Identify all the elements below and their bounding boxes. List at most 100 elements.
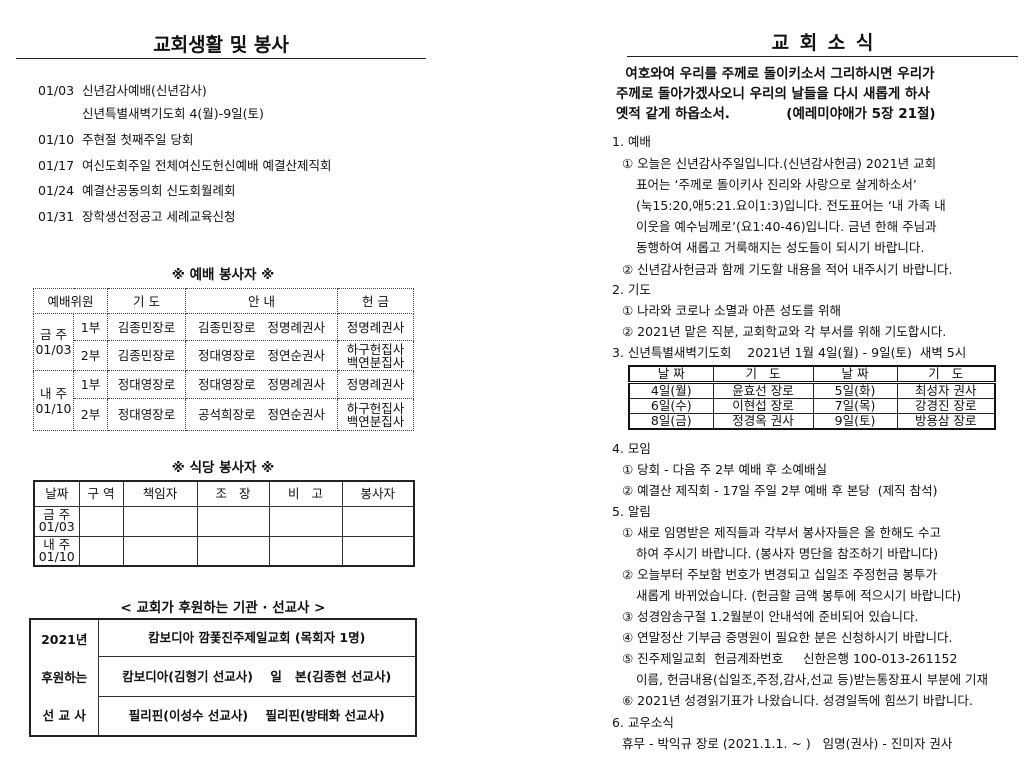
- page-title-left: 교회생활 및 봉사: [153, 34, 289, 56]
- section-heading: 6. 교우소식: [612, 715, 674, 730]
- offering-cell: 하구헌집사 백연분집사: [337, 340, 415, 371]
- section-heading: 4. 모임: [612, 441, 651, 456]
- week-date: 01/03: [35, 342, 72, 357]
- schedule-date: 01/31: [38, 209, 75, 224]
- schedule-text: 주현절 첫째주일 당회: [82, 132, 194, 147]
- section-heading: 1. 예배: [612, 134, 651, 149]
- leader-cell: 윤효선 장로: [712, 382, 814, 399]
- section-line: ① 오늘은 신년감사주일입니다.(신년감사헌금) 2021년 교회: [622, 156, 937, 171]
- offering-name: 백연분집사: [346, 354, 405, 370]
- section-line: 새롭게 바뀌었습니다. (헌금할 금액 봉투에 적으시기 바랍니다): [636, 588, 962, 603]
- offering-name: 백연분집사: [346, 413, 405, 429]
- section-heading: 2. 기도: [612, 282, 651, 297]
- schedule-date: 01/17: [38, 158, 75, 173]
- header-cell: 봉사자: [341, 480, 415, 507]
- section-line: 이름, 헌금내용(십일조,주정,감사,선교 등)받는통장표시 부분에 기재: [636, 672, 989, 687]
- side-label: 선 교 사: [42, 707, 86, 723]
- verse-line: 주께로 돌아가겠사오니 우리의 날들을 다시 새롭게 하사: [616, 86, 930, 102]
- empty-cell: [78, 535, 124, 567]
- header-cell: 기 도: [896, 365, 996, 384]
- prayer-cell: 김종민장로: [107, 313, 187, 341]
- offering-name: 하구헌집사: [346, 341, 405, 357]
- section-line: 표어는 ‘주께로 돌이키사 진리와 사랑으로 살게하소서’: [636, 177, 917, 192]
- page-title-right: 교 회 소 식: [771, 32, 874, 54]
- section-line: ① 당회 - 다음 주 2부 예배 후 소예배실: [622, 462, 827, 477]
- section-line: 이웃을 예수님께로’(요1:40-46)입니다. 금년 한해 주님과: [636, 219, 937, 234]
- empty-cell: [268, 505, 343, 537]
- section-line: (눅15:20,애5:21.요이1:3)입니다. 전도표어는 ‘내 가족 내: [636, 198, 946, 213]
- schedule-text: 여신도회주일 전체여신도헌신예배 예결산제직회: [82, 158, 332, 173]
- empty-cell: [268, 535, 343, 567]
- leader-cell: 정경옥 권사: [712, 413, 814, 430]
- header-cell: 안 내: [185, 288, 339, 314]
- week-cell: 금 주 01/03: [33, 313, 74, 371]
- prayer-cell: 김종민장로: [107, 340, 187, 371]
- leader-cell: 방용삼 장로: [896, 413, 996, 430]
- header-cell: 책임자: [122, 480, 198, 507]
- scripture-verse: 여호와여 우리를 주께로 돌이키소서 그리하시면 우리가 주께로 돌아가겠사오니…: [616, 64, 1006, 124]
- schedule-text: 장학생선정공고 세례교육신청: [82, 209, 236, 224]
- header-cell: 날 짜: [812, 365, 898, 384]
- offering-cell: 하구헌집사 백연분집사: [337, 398, 415, 431]
- week-date: 01/10: [38, 548, 75, 564]
- prayer-cell: 정대영장로: [107, 370, 187, 399]
- section-line: 하여 주시기 바랍니다. (봉사자 명단을 참조하기 바랍니다): [636, 546, 939, 561]
- verse-line: 여호와여 우리를 주께로 돌이키소서 그리하시면 우리가: [616, 66, 935, 82]
- empty-cell: [196, 505, 270, 537]
- week-cell: 내 주 01/10: [33, 535, 80, 567]
- section-line: ② 오늘부터 주보함 번호가 변경되고 십일조 주정헌금 봉투가: [622, 567, 938, 582]
- schedule-item: 01/31 장학생선정공고 세례교육신청: [38, 206, 235, 225]
- offering-cell: 정명례권사: [337, 313, 415, 341]
- cafeteria-volunteers-table: 날짜 구 역 책임자 조 장 비 고 봉사자 금 주 01/03 내 주 01/10: [33, 480, 415, 567]
- schedule-item: 01/24 예결산공동의회 신도회월례회: [38, 180, 235, 199]
- date-cell: 7일(목): [812, 398, 898, 414]
- week-cell: 내 주 01/10: [33, 370, 74, 431]
- schedule-item: 01/10 주현절 첫째주일 당회: [38, 129, 193, 148]
- section-heading: 3. 신년특별새벽기도회 2021년 1월 4일(월) - 9일(토) 새벽 5…: [612, 345, 967, 360]
- prayer-row: 8일(금) 정경옥 권사 9일(토) 방용삼 장로: [628, 413, 996, 430]
- mission-row: 캄보디아 깜퐃진주제일교회 (목회자 1명): [97, 618, 417, 657]
- week-cell: 금 주 01/03: [33, 505, 80, 537]
- week-label: 금 주: [43, 507, 71, 522]
- schedule-item: 01/17 여신도회주일 전체여신도헌신예배 예결산제직회: [38, 155, 331, 174]
- header-cell: 예배위원: [32, 288, 109, 314]
- date-cell: 6일(수): [628, 398, 714, 414]
- missions-title: < 교회가 후원하는 기관 · 선교사 >: [120, 600, 326, 616]
- dawn-prayer-table: 날 짜 기 도 날 짜 기 도 4일(월) 윤효선 장로 5일(화) 최성자 권사 6…: [628, 365, 996, 430]
- header-cell: 구 역: [78, 480, 124, 507]
- empty-cell: [78, 505, 124, 537]
- guide-cell: 공석희장로 정연순권사: [185, 398, 339, 431]
- schedule-item: 신년특별새벽기도회 4(월)-9일(토): [38, 103, 264, 122]
- leader-cell: 최성자 권사: [896, 382, 996, 399]
- cafeteria-volunteers-title: ※ 식당 봉사자 ※: [171, 460, 275, 476]
- worship-volunteers-table: 예배위원 기 도 안 내 헌 금 금 주 01/03 1부 김종민장로 김종민장로…: [32, 288, 415, 431]
- service-part: 2부: [72, 398, 109, 431]
- header-cell: 날짜: [33, 480, 80, 507]
- leader-cell: 이현섭 장로: [712, 398, 814, 414]
- section-line: ⑤ 진주제일교회 헌금계좌번호 신한은행 100-013-261152: [622, 651, 958, 666]
- guide-cell: 정대영장로 정명례권사: [185, 370, 339, 399]
- schedule-date: 01/24: [38, 183, 75, 198]
- schedule-text: 예결산공동의회 신도회월례회: [82, 183, 236, 198]
- week-label: 내 주: [40, 385, 67, 401]
- prayer-row: 6일(수) 이현섭 장로 7일(목) 강경진 장로: [628, 398, 996, 414]
- schedule-date: 01/10: [38, 132, 75, 147]
- date-cell: 4일(월): [628, 382, 714, 399]
- empty-cell: [122, 505, 198, 537]
- service-part: 1부: [72, 370, 109, 399]
- verse-line: 옛적 같게 하옵소서. (예레미야애가 5장 21절): [616, 106, 936, 122]
- schedule-text: 신년감사예배(신년감사): [82, 83, 207, 98]
- schedule-text: 신년특별새벽기도회 4(월)-9일(토): [82, 106, 264, 121]
- header-cell: 비 고: [268, 480, 343, 507]
- section-line: ① 새로 임명받은 제직들과 각부서 봉사자들은 올 한해도 수고: [622, 525, 941, 540]
- empty-cell: [341, 535, 415, 567]
- worship-volunteers-title: ※ 예배 봉사자 ※: [171, 267, 275, 283]
- section-line: 휴무 - 박익규 장로 (2021.1.1. ~ ) 임명(권사) - 진미자 …: [622, 736, 953, 751]
- date-cell: 9일(토): [812, 413, 898, 430]
- week-date: 01/03: [38, 519, 75, 534]
- section-line: ④ 연말정산 기부금 증명원이 필요한 분은 신청하시기 바랍니다.: [622, 630, 953, 645]
- service-part: 1부: [72, 313, 109, 341]
- section-line: ② 예결산 제직회 - 17일 주일 2부 예배 후 본당 (제직 참석): [622, 483, 938, 498]
- header-cell: 기 도: [712, 365, 814, 384]
- week-label: 금 주: [40, 327, 67, 342]
